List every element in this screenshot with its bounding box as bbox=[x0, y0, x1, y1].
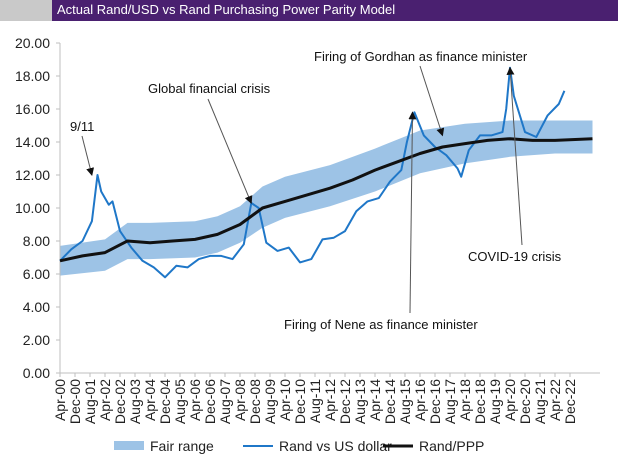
x-tick-label: Dec-00 bbox=[67, 379, 83, 424]
fair-range-area bbox=[60, 120, 593, 276]
x-tick-label: Aug-21 bbox=[532, 379, 548, 424]
x-tick-label: Dec-02 bbox=[112, 379, 128, 424]
title-swatch bbox=[0, 0, 52, 21]
x-tick-label: Dec-12 bbox=[337, 379, 353, 424]
x-tick-label: Apr-20 bbox=[502, 379, 518, 421]
x-tick-label: Aug-01 bbox=[82, 379, 98, 424]
annotation-arrow bbox=[207, 98, 253, 204]
x-tick-label: Apr-00 bbox=[52, 379, 68, 421]
x-tick-label: Aug-17 bbox=[442, 379, 458, 424]
chart-svg: 0.00 2.00 4.00 6.00 8.00 10.00 12.00 14.00 16.00… bbox=[15, 35, 600, 454]
legend-label: Fair range bbox=[150, 438, 214, 454]
title-bar: Actual Rand/USD vs Rand Purchasing Power… bbox=[0, 0, 618, 21]
x-tick-label: Apr-16 bbox=[412, 379, 428, 421]
annotation-label: COVID-19 crisis bbox=[468, 249, 562, 264]
y-tick-label: 2.00 bbox=[23, 332, 50, 348]
legend: Fair range Rand vs US dollar Rand/PPP bbox=[114, 438, 484, 454]
annotation-arrow bbox=[419, 65, 445, 137]
legend-label: Rand/PPP bbox=[419, 438, 484, 454]
y-tick-label: 6.00 bbox=[23, 266, 50, 282]
x-tick-label: Aug-19 bbox=[487, 379, 503, 424]
x-tick-label: Dec-04 bbox=[157, 379, 173, 424]
y-tick-label: 14.00 bbox=[15, 134, 50, 150]
rand-ppp-line bbox=[59, 137, 593, 263]
x-tick-label: Dec-22 bbox=[562, 379, 578, 424]
x-tick-label: Apr-04 bbox=[142, 379, 158, 421]
x-tick-label: Apr-02 bbox=[97, 379, 113, 421]
legend-label: Rand vs US dollar bbox=[279, 438, 392, 454]
x-tick-label: Dec-06 bbox=[202, 379, 218, 424]
x-tick-label: Dec-10 bbox=[292, 379, 308, 424]
x-tick-label: Aug-15 bbox=[397, 379, 413, 424]
x-tick-label: Dec-20 bbox=[517, 379, 533, 424]
chart-title: Actual Rand/USD vs Rand Purchasing Power… bbox=[57, 2, 396, 17]
x-tick-label: Aug-05 bbox=[172, 379, 188, 424]
y-tick-label: 0.00 bbox=[23, 365, 50, 381]
x-tick-label: Apr-22 bbox=[547, 379, 563, 421]
legend-swatch bbox=[114, 441, 144, 450]
y-tick-label: 12.00 bbox=[15, 167, 50, 183]
annotation-label: Firing of Gordhan as finance minister bbox=[314, 49, 528, 64]
x-tick-label: Aug-13 bbox=[352, 379, 368, 424]
x-tick-label: Aug-07 bbox=[217, 379, 233, 424]
fair-range-band bbox=[60, 120, 593, 276]
rand-vs-usd-series bbox=[59, 66, 566, 279]
y-tick-label: 10.00 bbox=[15, 200, 50, 216]
annotation-label: Global financial crisis bbox=[148, 81, 271, 96]
annotations: 9/11 Global financial crisis Firing of Gor… bbox=[70, 49, 562, 332]
rand-ppp-series bbox=[59, 137, 593, 263]
x-tick-label: Aug-09 bbox=[262, 379, 278, 424]
annotation-arrow bbox=[506, 66, 523, 246]
x-tick-label: Apr-10 bbox=[277, 379, 293, 421]
x-tick-label: Apr-12 bbox=[322, 379, 338, 421]
annotation-label: 9/11 bbox=[70, 119, 94, 134]
x-tick-label: Apr-08 bbox=[232, 379, 248, 421]
x-tick-label: Dec-14 bbox=[382, 379, 398, 424]
annotation-arrow bbox=[408, 111, 417, 314]
x-tick-label: Aug-03 bbox=[127, 379, 143, 424]
y-tick-label: 4.00 bbox=[23, 299, 50, 315]
x-tick-label: Apr-18 bbox=[457, 379, 473, 421]
annotation-label: Firing of Nene as finance minister bbox=[284, 317, 478, 332]
x-tick-label: Apr-06 bbox=[187, 379, 203, 421]
axes: 0.00 2.00 4.00 6.00 8.00 10.00 12.00 14.00 16.00… bbox=[15, 35, 600, 424]
x-tick-label: Dec-16 bbox=[427, 379, 443, 424]
y-tick-label: 16.00 bbox=[15, 101, 50, 117]
rand-vs-usd-line bbox=[59, 66, 566, 279]
x-tick-label: Dec-18 bbox=[472, 379, 488, 424]
y-tick-label: 8.00 bbox=[23, 233, 50, 249]
y-tick-label: 20.00 bbox=[15, 35, 50, 51]
y-tick-label: 18.00 bbox=[15, 68, 50, 84]
annotation-arrow bbox=[81, 135, 95, 176]
x-tick-label: Dec-08 bbox=[247, 379, 263, 424]
x-tick-label: Aug-11 bbox=[307, 379, 323, 423]
x-tick-label: Apr-14 bbox=[367, 379, 383, 421]
